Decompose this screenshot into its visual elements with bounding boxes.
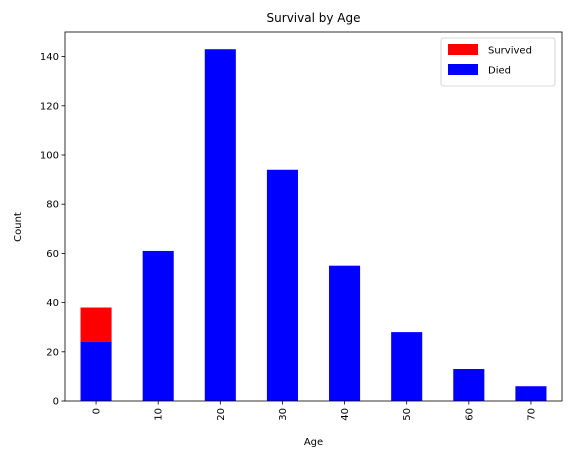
- y-tick-label-20: 20: [46, 347, 59, 358]
- x-tick-label-50: 50: [402, 408, 413, 421]
- legend-label-died: Died: [488, 66, 511, 77]
- bar-died-10: [142, 250, 174, 401]
- x-tick-label-20: 20: [216, 408, 227, 421]
- y-tick-label-0: 0: [53, 397, 59, 408]
- y-tick-label-100: 100: [40, 151, 59, 162]
- y-tick-label-140: 140: [40, 52, 59, 63]
- y-tick-label-60: 60: [46, 249, 59, 260]
- bar-died-60: [453, 369, 485, 401]
- bar-died-30: [266, 169, 298, 401]
- x-tick-label-40: 40: [340, 408, 351, 421]
- x-tick-label-30: 30: [278, 408, 289, 421]
- bar-died-40: [329, 265, 361, 401]
- y-axis-label: Count: [13, 212, 24, 242]
- legend-label-survived: Survived: [488, 46, 532, 57]
- x-tick-label-70: 70: [526, 408, 537, 421]
- legend: Survived Died: [440, 37, 556, 87]
- bar-died-20: [204, 49, 236, 401]
- x-axis-label: Age: [304, 437, 323, 448]
- x-tick-label-0: 0: [92, 408, 103, 414]
- legend-swatch-survived: [448, 44, 478, 55]
- bar-survived-0: [80, 307, 112, 342]
- legend-swatch-died: [448, 64, 478, 75]
- chart-title: Survival by Age: [267, 11, 361, 25]
- bar-died-50: [391, 332, 423, 401]
- y-tick-label-80: 80: [46, 200, 59, 211]
- bar-died-0: [80, 341, 112, 401]
- x-tick-label-10: 10: [154, 408, 165, 421]
- plot-frame: [64, 31, 563, 402]
- y-tick-label-120: 120: [40, 101, 59, 112]
- x-tick-label-60: 60: [464, 408, 475, 421]
- plot-area: 0 20 40 60 80 100 120 140 0 10 20 30 40 50 60 70: [40, 31, 563, 421]
- y-tick-label-40: 40: [46, 298, 59, 309]
- bar-died-70: [515, 386, 547, 401]
